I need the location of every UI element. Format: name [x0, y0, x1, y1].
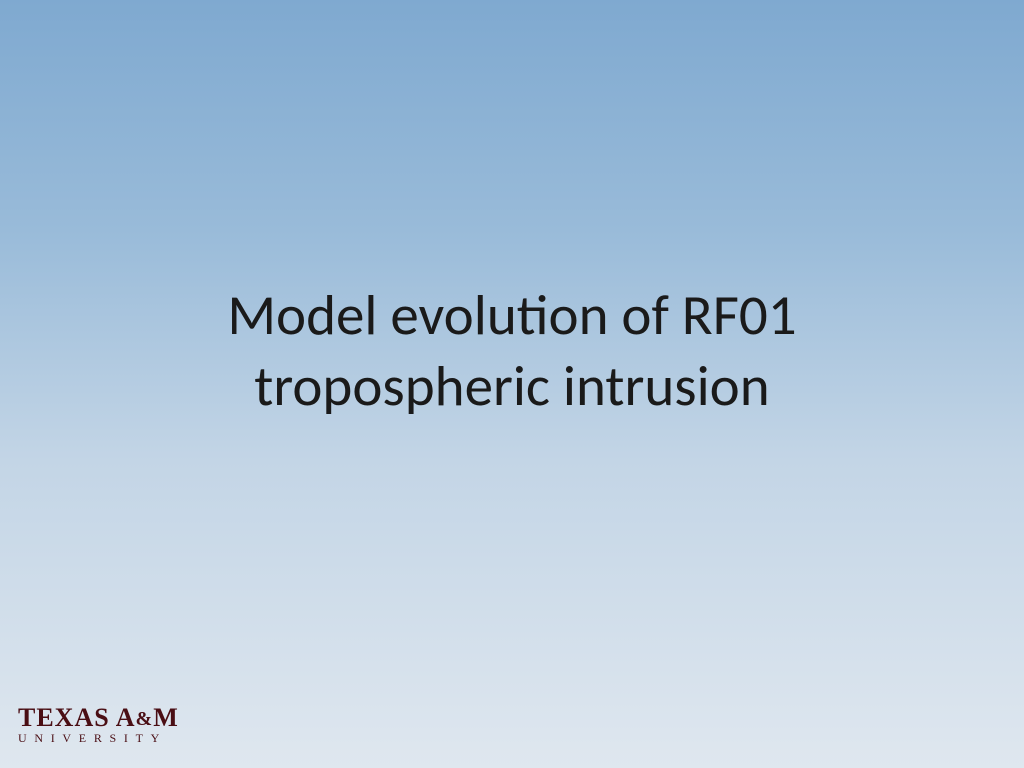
- slide: Model evolution of RF01 tropospheric int…: [0, 0, 1024, 768]
- title-line-2: tropospheric intrusion: [0, 351, 1024, 422]
- logo-ampersand: &: [136, 708, 154, 730]
- slide-title: Model evolution of RF01 tropospheric int…: [0, 280, 1024, 423]
- logo-line-2: UNIVERSITY: [18, 731, 179, 746]
- logo-line-1: TEXAS A&M: [18, 703, 179, 733]
- logo-suffix: M: [153, 703, 179, 732]
- title-line-1: Model evolution of RF01: [0, 280, 1024, 351]
- logo-prefix: TEXAS A: [18, 703, 136, 732]
- university-logo: TEXAS A&M UNIVERSITY: [18, 703, 179, 746]
